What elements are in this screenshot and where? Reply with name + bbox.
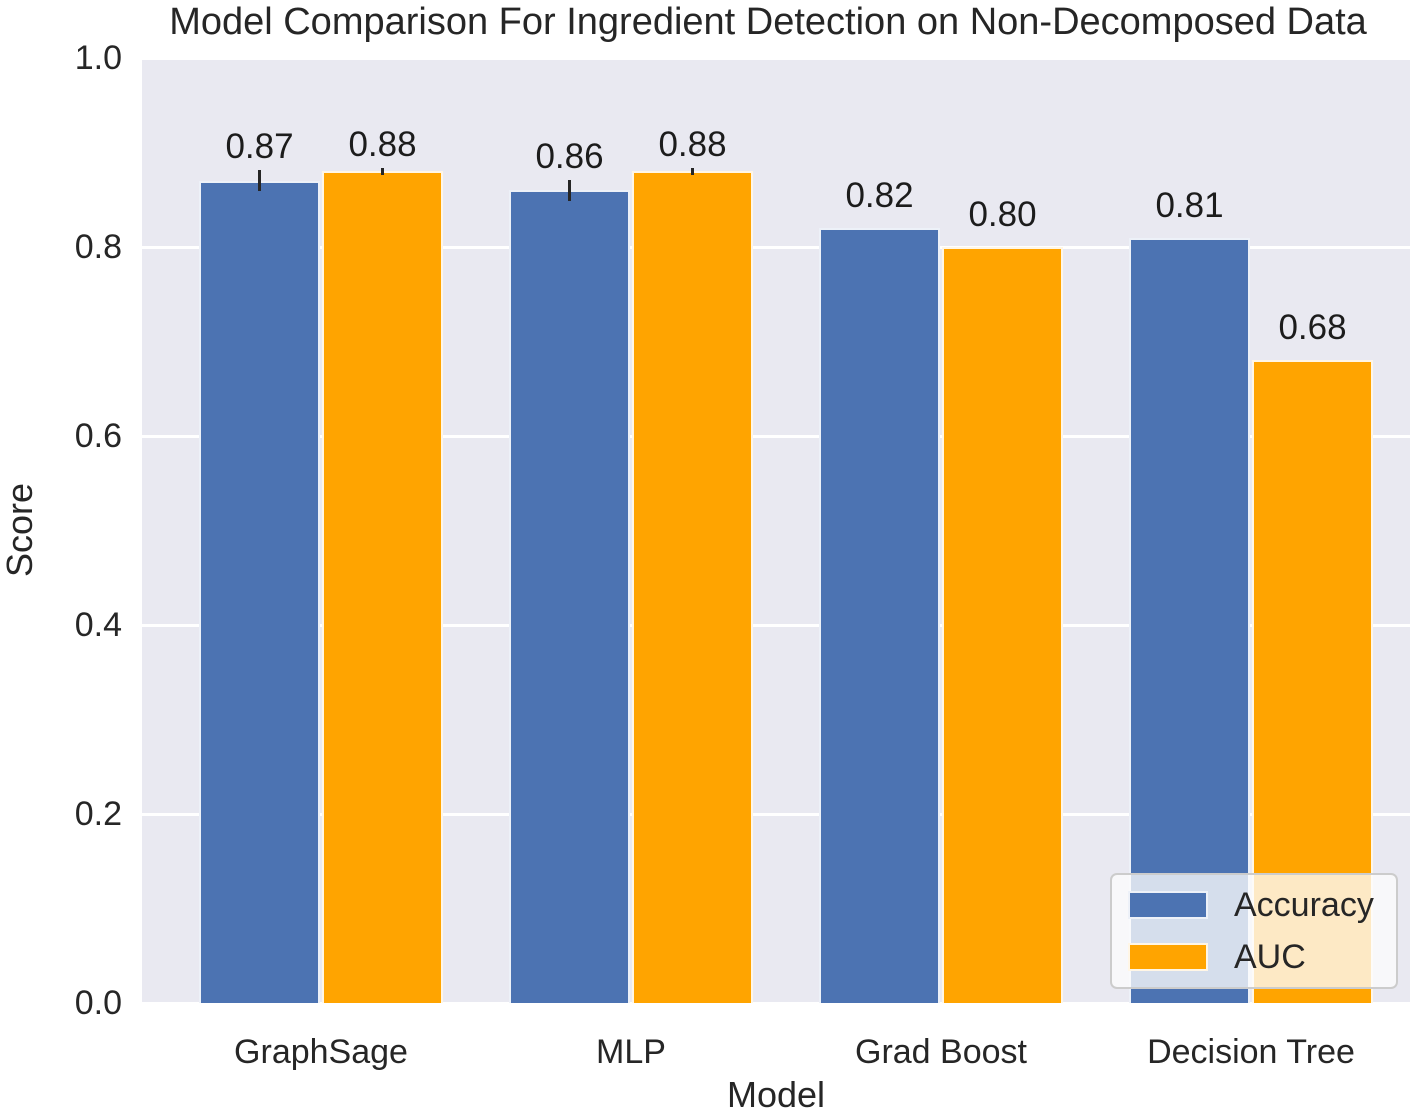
x-tick-label: Decision Tree [1147,1033,1355,1071]
bar-auc-mlp [632,171,753,1003]
bar-value-label: 0.68 [1278,308,1347,348]
bar-value-label: 0.81 [1155,185,1224,225]
gridline [142,245,1410,249]
chart-title: Model Comparison For Ingredient Detectio… [169,1,1367,43]
legend: Accuracy AUC [1110,873,1398,989]
bar-accuracy-graphsage [199,180,320,1003]
legend-swatch [1128,943,1208,971]
gridline [142,812,1410,816]
error-bar [568,179,571,201]
bar-value-label: 0.80 [968,195,1037,234]
bar-value-label: 0.87 [225,127,294,167]
legend-label: AUC [1234,938,1306,976]
y-tick-label: 0.8 [74,228,122,266]
x-tick-label: GraphSage [234,1033,408,1071]
bar-value-label: 0.88 [658,124,727,164]
legend-entry: AUC [1128,937,1380,977]
legend-entry: Accuracy [1128,885,1380,925]
gridline [142,434,1410,438]
bar-accuracy-grad-boost [819,228,940,1003]
error-bar [258,170,261,192]
legend-swatch [1128,891,1208,919]
gridline [142,623,1410,627]
bar-value-label: 0.82 [845,176,914,216]
bar-auc-graphsage [322,171,443,1003]
y-tick-label: 0.6 [74,417,122,455]
error-bar [691,167,694,176]
bar-accuracy-mlp [509,190,630,1003]
y-tick-label: 0.2 [74,795,122,833]
y-tick-label: 0.0 [74,984,122,1022]
bar-value-label: 0.86 [535,136,604,176]
gridline [142,1001,1410,1005]
x-tick-label: Grad Boost [855,1033,1027,1071]
y-axis-label: Score [0,482,40,578]
gridline [142,56,1410,60]
bar-value-label: 0.88 [348,124,417,164]
error-bar [381,167,384,176]
x-axis-label: Model [726,1074,826,1115]
y-tick-label: 1.0 [74,39,122,77]
bar-auc-grad-boost [942,247,1063,1003]
legend-label: Accuracy [1234,886,1374,924]
y-tick-label: 0.4 [74,606,122,644]
x-tick-label: MLP [596,1033,666,1071]
